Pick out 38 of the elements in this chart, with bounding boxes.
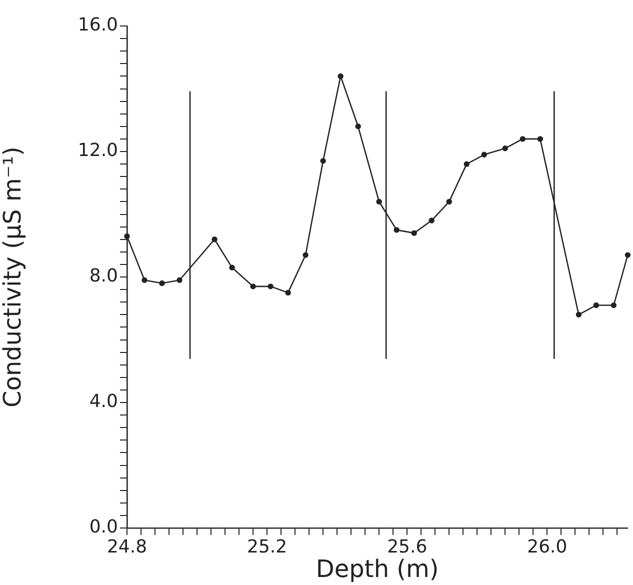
x-tick-label: 24.8 (106, 536, 148, 558)
x-tick-label: 26.0 (527, 536, 568, 558)
y-axis-title: Conductivity (μS m⁻¹) (0, 146, 27, 408)
y-tick-label: 12.0 (78, 140, 118, 162)
point (376, 198, 382, 205)
point (142, 277, 148, 283)
point (320, 158, 326, 164)
point (229, 264, 235, 270)
point (576, 312, 582, 318)
y-tick-label: 0.0 (89, 516, 118, 538)
point (268, 284, 274, 290)
point (394, 227, 400, 233)
point (537, 136, 544, 142)
point (624, 252, 631, 258)
x-tick-label: 25.2 (247, 536, 288, 558)
y-tick-label: 4.0 (89, 391, 118, 412)
point (593, 302, 600, 308)
point (285, 290, 291, 296)
point (610, 302, 617, 308)
point (411, 230, 417, 236)
point (502, 146, 508, 152)
point (338, 73, 344, 80)
point (464, 161, 470, 167)
point (212, 236, 218, 242)
point (428, 218, 434, 224)
point (520, 136, 526, 142)
point (159, 280, 165, 286)
y-tick-label: 16.0 (78, 14, 118, 36)
point (481, 152, 487, 158)
point (124, 233, 130, 240)
point (302, 252, 308, 258)
point (355, 124, 361, 130)
y-tick-label: 8.0 (89, 266, 118, 287)
point (176, 277, 182, 283)
point (446, 198, 452, 205)
point (250, 284, 256, 290)
x-axis-title: Depth (m) (316, 554, 439, 583)
x-tick-label: 25.6 (387, 536, 428, 558)
